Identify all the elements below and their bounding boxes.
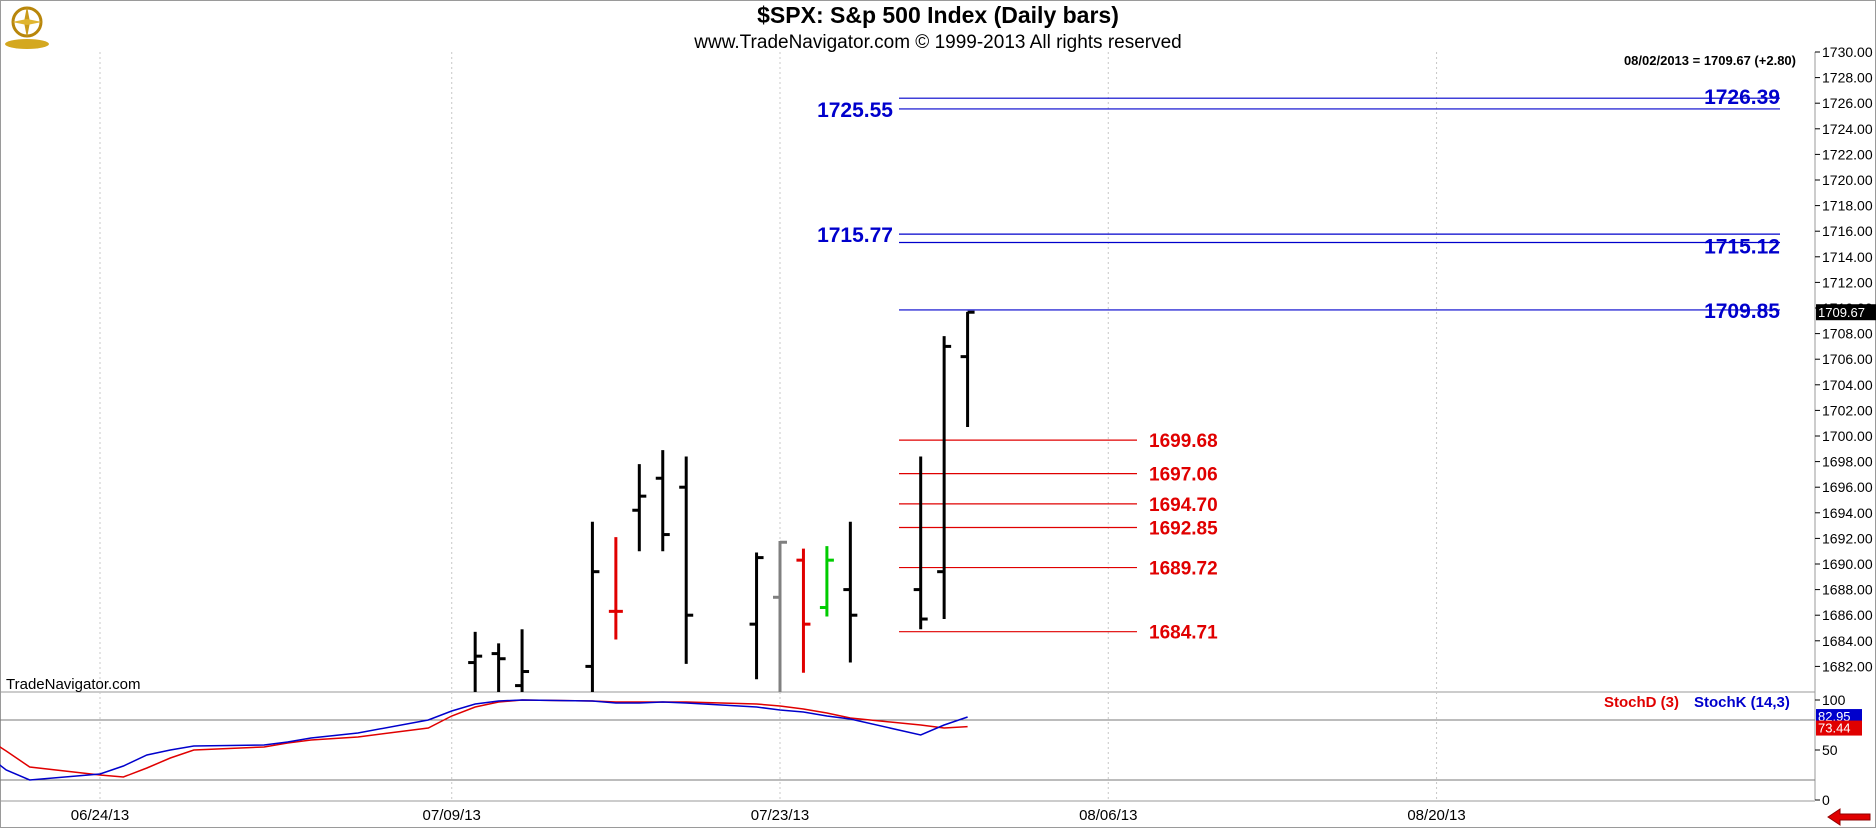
y-tick-label: 1722.00 (1822, 146, 1873, 162)
y-tick-label: 1728.00 (1822, 70, 1873, 86)
y-tick-label: 1698.00 (1822, 454, 1873, 470)
stoch-d-value-tag (1816, 720, 1862, 736)
y-tick-label: 1684.00 (1822, 633, 1873, 649)
y-tick-label: 1694.00 (1822, 505, 1873, 521)
x-tick-label: 07/23/13 (751, 807, 809, 824)
resistance-label: 1725.55 (817, 99, 893, 122)
y-tick-label: 1712.00 (1822, 274, 1873, 290)
resistance-label: 1726.39 (1704, 86, 1780, 109)
support-label: 1692.85 (1149, 519, 1218, 540)
y-tick-label: 1730.00 (1822, 44, 1873, 60)
last-price-info: 08/02/2013 = 1709.67 (+2.80) (1623, 53, 1796, 68)
stoch-series-line (0, 699, 968, 778)
support-label: 1684.71 (1149, 623, 1218, 644)
y-tick-label: 1700.00 (1822, 428, 1873, 444)
y-tick-label: 1682.00 (1822, 658, 1873, 674)
chart-title: $SPX: S&p 500 Index (Daily bars) (757, 2, 1119, 28)
last-price-label: 1709.67 (1818, 305, 1865, 320)
resistance-label: 1709.85 (1704, 300, 1780, 323)
x-tick-label: 06/24/13 (71, 807, 129, 824)
x-tick-label: 07/09/13 (423, 807, 481, 824)
support-label: 1697.06 (1149, 465, 1218, 486)
stoch-d-value-label: 73.44 (1818, 721, 1851, 736)
y-tick-label: 1702.00 (1822, 402, 1873, 418)
y-tick-label: 1708.00 (1822, 326, 1873, 342)
y-tick-label: 1714.00 (1822, 249, 1873, 265)
x-tick-label: 08/20/13 (1407, 807, 1465, 824)
legend-stoch-k: StochK (14,3) (1694, 694, 1790, 711)
support-label: 1699.68 (1149, 431, 1218, 452)
stoch-k-value-tag (1816, 709, 1862, 725)
y-tick-label: 1690.00 (1822, 556, 1873, 572)
trade-navigator-logo-icon (2, 2, 52, 52)
y-tick-label: 1716.00 (1822, 223, 1873, 239)
stoch-y-tick-label: 0 (1822, 792, 1830, 808)
support-label: 1694.70 (1149, 495, 1218, 516)
resistance-label: 1715.77 (817, 224, 893, 247)
y-tick-label: 1720.00 (1822, 172, 1873, 188)
y-tick-label: 1706.00 (1822, 351, 1873, 367)
last-price-marker (1816, 304, 1876, 321)
y-tick-label: 1726.00 (1822, 95, 1873, 111)
y-tick-label: 1692.00 (1822, 530, 1873, 546)
chart-subtitle: www.TradeNavigator.com © 1999-2013 All r… (694, 32, 1182, 53)
resistance-label: 1715.12 (1704, 235, 1780, 258)
watermark: TradeNavigator.com (6, 676, 141, 693)
y-tick-label: 1686.00 (1822, 607, 1873, 623)
support-label: 1689.72 (1149, 559, 1218, 580)
stoch-y-tick-label: 100 (1822, 692, 1846, 708)
x-tick-label: 08/06/13 (1079, 807, 1137, 824)
y-tick-label: 1724.00 (1822, 121, 1873, 137)
legend-stoch-d: StochD (3) (1604, 694, 1679, 711)
stoch-k-value-label: 82.95 (1818, 709, 1851, 724)
stoch-series-line (0, 699, 968, 781)
y-tick-label: 1718.00 (1822, 198, 1873, 214)
y-tick-label: 1696.00 (1822, 479, 1873, 495)
y-tick-label: 1688.00 (1822, 582, 1873, 598)
scroll-left-arrow-icon[interactable] (1826, 808, 1872, 826)
y-tick-label: 1704.00 (1822, 377, 1873, 393)
stoch-y-tick-label: 50 (1822, 742, 1838, 758)
